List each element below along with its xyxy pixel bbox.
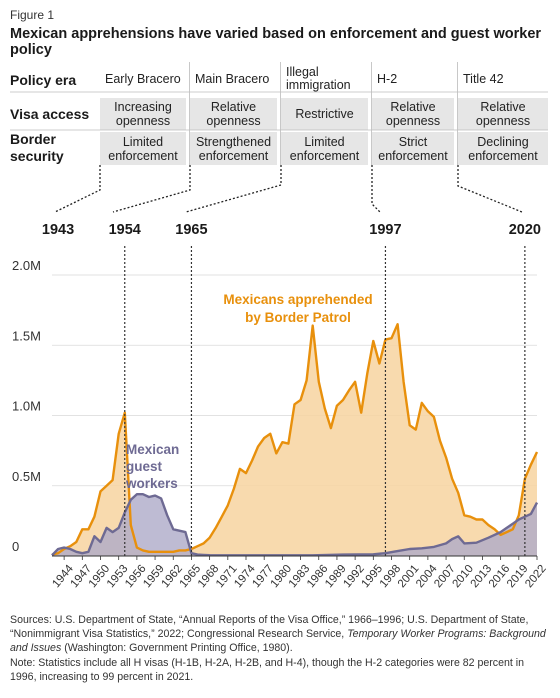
era-boundary-year: 1943 [42, 222, 74, 238]
guest-workers-annotation-cont: guest [126, 459, 163, 474]
border-security-cell-cont: enforcement [289, 149, 360, 163]
figure-title: Mexican apprehensions have varied based … [10, 26, 542, 58]
era-header-bg [100, 62, 186, 92]
figure-label: Figure 1 [10, 8, 55, 22]
visa-access-cell: Restrictive [295, 107, 354, 121]
table-cell-bg [100, 132, 186, 165]
era-connector-line [112, 165, 191, 213]
apprehensions-annotation-cont: by Border Patrol [245, 310, 351, 325]
visa-access-cell: Relative [480, 100, 526, 114]
border-security-cell: Strict [398, 135, 428, 149]
era-name: Title 42 [463, 72, 504, 86]
row-header-policy-era: Policy era [10, 72, 77, 88]
border-security-cell-cont: enforcement [108, 149, 178, 163]
border-security-cell-cont: enforcement [198, 149, 269, 163]
era-connector-line [457, 165, 523, 213]
era-name: Early Bracero [105, 72, 181, 86]
era-name: Illegal [286, 65, 319, 79]
border-security-cell: Limited [122, 135, 164, 149]
era-name: H-2 [377, 72, 398, 86]
era-connector-line [371, 165, 381, 213]
row-header-border-security-1: Border [10, 131, 56, 147]
guest-workers-area [52, 494, 537, 556]
y-tick-label: 1.0M [12, 399, 41, 414]
source-line-2: “Nonimmigrant Visa Statistics,” 2022; Co… [10, 628, 546, 641]
era-connector-line [54, 165, 101, 213]
visa-access-cell-cont: openness [475, 114, 531, 128]
y-tick-label: 2.0M [12, 258, 41, 273]
row-header-border-security-2: security [10, 148, 64, 164]
source-notes: Sources: U.S. Department of State, “Annu… [10, 613, 550, 684]
visa-access-cell-cont: openness [206, 114, 261, 128]
era-header-bg [190, 62, 277, 92]
table-cell-bg [190, 98, 277, 130]
table-cell-bg [281, 98, 368, 130]
source-line-1: Sources: U.S. Department of State, “Annu… [10, 614, 529, 626]
border-security-cell-cont: enforcement [468, 149, 538, 163]
table-cell-bg [281, 132, 368, 165]
visa-access-cell: Relative [210, 100, 257, 114]
apprehensions-line [51, 323, 539, 556]
table-cell-bg [372, 132, 454, 165]
table-cell-bg [100, 98, 186, 130]
apprehensions-area [52, 324, 537, 556]
table-cell-bg [458, 98, 548, 130]
guest-workers-annotation: Mexican [126, 442, 179, 457]
guest-workers-line [51, 493, 539, 557]
x-tick-label: 2022 [523, 563, 549, 590]
guest-workers-annotation-cont2: workers [125, 476, 178, 491]
border-security-cell: Limited [304, 135, 345, 149]
era-connector-line [185, 165, 282, 213]
visa-access-cell: Relative [390, 100, 436, 114]
era-header-bg [372, 62, 454, 92]
visa-access-cell: Increasing [114, 100, 172, 114]
era-name: Main Bracero [195, 72, 270, 86]
y-tick-label: 0.5M [12, 469, 41, 484]
era-boundary-year: 2020 [509, 222, 541, 238]
source-line-5: 1996, increasing to 99 percent in 2021. [10, 670, 194, 683]
visa-access-cell-cont: openness [115, 114, 171, 128]
border-security-cell: Strengthened [195, 135, 272, 149]
border-security-cell-cont: enforcement [378, 149, 448, 163]
era-boundary-year: 1965 [175, 222, 207, 238]
border-security-cell: Declining [477, 135, 529, 149]
row-header-visa-access: Visa access [10, 106, 90, 122]
era-header-bg [281, 62, 368, 92]
era-boundary-year: 1954 [109, 222, 141, 238]
visa-access-cell-cont: openness [385, 114, 441, 128]
apprehensions-annotation: Mexicans apprehended [223, 292, 372, 307]
source-line-3: and Issues (Washington: Government Print… [10, 642, 293, 655]
era-name-cont: immigration [286, 78, 351, 92]
y-tick-label: 0 [12, 539, 19, 554]
era-boundary-year: 1997 [369, 222, 401, 238]
era-header-bg [458, 62, 548, 92]
table-cell-bg [372, 98, 454, 130]
source-line-4: Note: Statistics include all H visas (H-… [10, 656, 525, 669]
y-tick-label: 1.5M [12, 328, 41, 343]
table-cell-bg [190, 132, 277, 165]
table-cell-bg [458, 132, 548, 165]
